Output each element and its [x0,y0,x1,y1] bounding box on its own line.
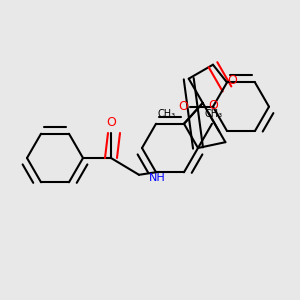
Text: O: O [106,116,116,130]
Text: O: O [227,74,237,87]
Text: O: O [178,100,188,113]
Text: O: O [208,99,218,112]
Text: NH: NH [149,173,166,183]
Text: CH₃: CH₃ [205,109,223,119]
Text: CH₃: CH₃ [158,109,176,119]
